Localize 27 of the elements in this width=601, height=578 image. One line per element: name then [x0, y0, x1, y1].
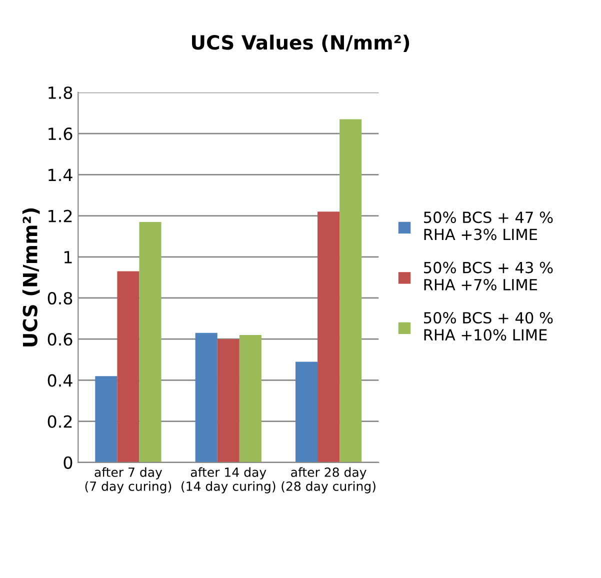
y-tick-label: 1.4	[48, 168, 72, 182]
legend-label: 50% BCS + 40 % RHA +10% LIME	[424, 312, 553, 341]
legend-label: 50% BCS + 47 % RHA +3% LIME	[424, 212, 553, 240]
y-axis-title: UCS (N/mm²)	[22, 208, 40, 346]
y-tick-label: 1.6	[48, 128, 72, 140]
y-tick-label: 0.6	[48, 333, 72, 346]
x-tick-label: after 28 day(28 day curing)	[282, 467, 376, 494]
bar	[195, 332, 218, 462]
y-tick-label: 1	[64, 251, 72, 264]
bar	[295, 362, 318, 462]
y-tick-label: 1.2	[48, 210, 72, 222]
chart-title: UCS Values (N/mm²)	[192, 34, 410, 52]
x-tick-label: after 14 day(14 day curing)	[182, 467, 276, 494]
bar	[217, 339, 240, 462]
y-tick-label: 0	[64, 456, 72, 469]
x-tick-label: after 7 day(7 day curing)	[85, 467, 172, 494]
y-tick-label: 0.8	[48, 292, 72, 305]
y-tick-label: 0.4	[48, 374, 72, 387]
bar	[117, 271, 140, 462]
y-tick-label: 1.8	[48, 86, 72, 100]
y-tick-label: 0.2	[48, 415, 72, 428]
bar	[95, 376, 118, 462]
bar	[139, 222, 162, 462]
bar	[340, 119, 362, 462]
bar	[318, 212, 340, 462]
bar	[239, 334, 262, 462]
legend-label: 50% BCS + 43 % RHA +7% LIME	[424, 262, 553, 290]
